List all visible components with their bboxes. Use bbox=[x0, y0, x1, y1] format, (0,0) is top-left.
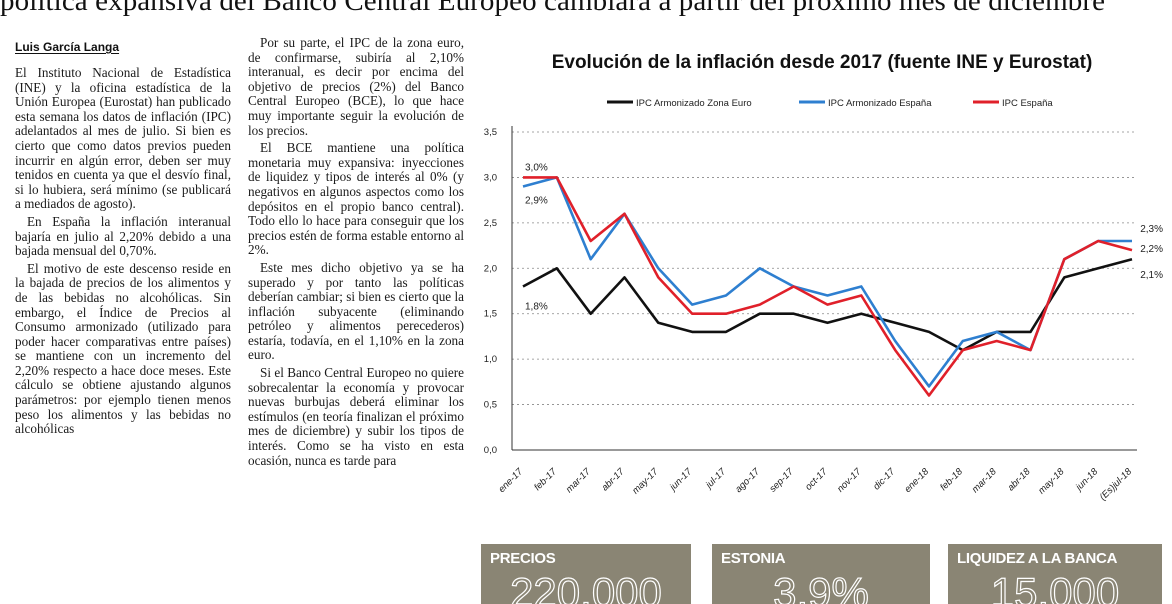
legend-label: IPC Armonizado España bbox=[828, 98, 932, 109]
inflation-chart: Evolución de la inflación desde 2017 (fu… bbox=[477, 34, 1167, 534]
x-tick-label: abr-18 bbox=[1006, 466, 1034, 494]
x-tick-label: feb-18 bbox=[938, 466, 965, 493]
paragraph: Por su parte, el IPC de la zona euro, de… bbox=[248, 35, 464, 138]
series-line bbox=[523, 176, 1133, 397]
x-tick-label: jun-17 bbox=[666, 466, 694, 494]
chart-title: Evolución de la inflación desde 2017 (fu… bbox=[552, 52, 1093, 73]
x-tick-label: jul-17 bbox=[702, 466, 728, 492]
author-byline: Luis García Langa bbox=[15, 40, 120, 54]
x-tick-label: oct-17 bbox=[803, 466, 830, 493]
x-tick-label: nov-17 bbox=[835, 466, 864, 495]
data-label: 3,0% bbox=[525, 162, 548, 173]
y-tick-label: 0,0 bbox=[484, 445, 497, 456]
paragraph: El Instituto Nacional de Estadística (IN… bbox=[15, 65, 231, 212]
legend-label: IPC España bbox=[1002, 98, 1053, 109]
x-tick-label: abr-17 bbox=[600, 466, 628, 494]
paragraph: Este mes dicho objetivo ya se ha superad… bbox=[248, 259, 464, 363]
y-tick-label: 3,5 bbox=[484, 127, 497, 138]
x-tick-label: mar-18 bbox=[970, 466, 999, 495]
data-label: 1,8% bbox=[525, 301, 548, 312]
y-tick-label: 1,5 bbox=[484, 309, 497, 320]
stat-box-label: ESTONIA bbox=[721, 550, 786, 567]
data-label: 2,1% bbox=[1140, 270, 1163, 281]
data-label: 2,9% bbox=[525, 196, 548, 207]
y-tick-label: 1,0 bbox=[484, 354, 497, 365]
stat-box-precios: PRECIOS 220.000 bbox=[481, 544, 691, 604]
stat-box-value: 220.000 bbox=[509, 569, 662, 604]
data-label: 2,3% bbox=[1140, 224, 1163, 235]
series-line bbox=[522, 176, 1132, 388]
x-tick-label: jun-18 bbox=[1072, 466, 1100, 494]
paragraph: En España la inflación interanual bajarí… bbox=[15, 213, 231, 259]
x-tick-label: ene-17 bbox=[496, 466, 525, 495]
stat-box-value: 3,9% bbox=[773, 569, 870, 604]
x-tick-label: sep-17 bbox=[767, 466, 796, 495]
paragraph: El motivo de este descenso reside en la … bbox=[15, 260, 231, 437]
x-tick-label: feb-17 bbox=[532, 466, 559, 493]
x-tick-label: may-18 bbox=[1036, 466, 1067, 497]
y-tick-label: 2,5 bbox=[484, 218, 497, 229]
legend-label: IPC Armonizado Zona Euro bbox=[636, 98, 752, 109]
article-headline: política expansiva del Banco Central Eur… bbox=[0, 0, 1106, 16]
y-tick-label: 3,0 bbox=[484, 172, 497, 183]
stat-box-liquidez: LIQUIDEZ A LA BANCA 15.000 bbox=[948, 544, 1162, 604]
article-column-2: Por su parte, el IPC de la zona euro, de… bbox=[248, 35, 464, 471]
x-tick-label: may-17 bbox=[630, 466, 661, 497]
x-tick-label: ago-17 bbox=[733, 466, 762, 495]
series-line bbox=[522, 257, 1133, 352]
stat-box-label: LIQUIDEZ A LA BANCA bbox=[957, 550, 1118, 567]
x-tick-label: dic-17 bbox=[871, 466, 898, 493]
paragraph: El BCE mantiene una política monetaria m… bbox=[248, 140, 464, 258]
stat-box-value: 15.000 bbox=[990, 569, 1120, 604]
x-tick-label: (Es)jul-18 bbox=[1098, 466, 1135, 503]
stat-box-label: PRECIOS bbox=[490, 550, 556, 567]
x-tick-label: ene-18 bbox=[902, 466, 931, 495]
data-label: 2,2% bbox=[1140, 244, 1163, 255]
x-tick-label: mar-17 bbox=[564, 466, 593, 495]
stat-box-estonia: ESTONIA 3,9% bbox=[712, 544, 930, 604]
inflation-chart-svg: Evolución de la inflación desde 2017 (fu… bbox=[484, 52, 1163, 503]
y-tick-label: 0,5 bbox=[484, 400, 497, 411]
y-tick-label: 2,0 bbox=[484, 263, 497, 274]
paragraph: Si el Banco Central Europeo no quiere so… bbox=[248, 365, 464, 468]
article-column-1: El Instituto Nacional de Estadística (IN… bbox=[15, 65, 231, 440]
